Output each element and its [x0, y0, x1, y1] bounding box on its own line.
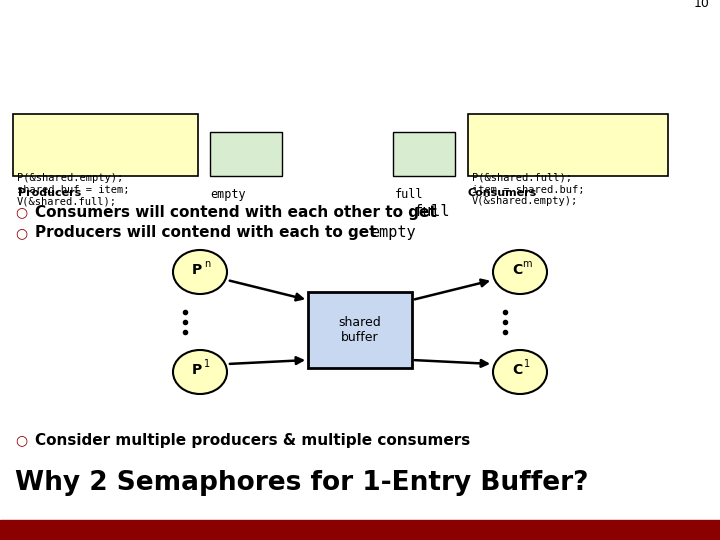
Text: m: m — [522, 259, 532, 269]
Text: 10: 10 — [694, 0, 710, 10]
Text: full: full — [414, 205, 451, 219]
Ellipse shape — [173, 350, 227, 394]
Ellipse shape — [173, 250, 227, 294]
Bar — [210, 132, 282, 176]
Bar — [393, 132, 455, 176]
Text: P(&shared.full);
item = shared.buf;
V(&shared.empty);: P(&shared.full); item = shared.buf; V(&s… — [472, 173, 585, 206]
Text: ○: ○ — [15, 433, 27, 447]
Text: empty: empty — [370, 226, 415, 240]
Text: Why 2 Semaphores for 1-Entry Buffer?: Why 2 Semaphores for 1-Entry Buffer? — [15, 470, 588, 496]
Text: Consumers will contend with each other to get: Consumers will contend with each other t… — [35, 205, 442, 219]
Text: P(&shared.empty);
shared.buf = item;
V(&shared.full);: P(&shared.empty); shared.buf = item; V(&… — [17, 173, 130, 206]
Text: Carnegie Mellon: Carnegie Mellon — [616, 525, 707, 535]
Text: Producers will contend with each to get: Producers will contend with each to get — [35, 226, 382, 240]
Bar — [13, 114, 198, 176]
Text: Producers: Producers — [18, 188, 81, 198]
Ellipse shape — [493, 250, 547, 294]
Text: P: P — [192, 363, 202, 377]
Text: Consumers: Consumers — [468, 188, 537, 198]
Text: P: P — [192, 263, 202, 277]
Text: full: full — [395, 188, 423, 201]
Text: 1: 1 — [524, 359, 530, 369]
Text: ○: ○ — [15, 205, 27, 219]
Text: C: C — [512, 363, 522, 377]
Text: Consider multiple producers & multiple consumers: Consider multiple producers & multiple c… — [35, 433, 470, 448]
Bar — [308, 292, 412, 368]
Text: ○: ○ — [15, 226, 27, 240]
Bar — [0, 520, 720, 540]
Ellipse shape — [493, 350, 547, 394]
Bar — [468, 114, 668, 176]
Text: n: n — [204, 259, 210, 269]
Text: empty: empty — [210, 188, 246, 201]
Text: 1: 1 — [204, 359, 210, 369]
Text: shared
buffer: shared buffer — [338, 316, 382, 344]
Text: C: C — [512, 263, 522, 277]
